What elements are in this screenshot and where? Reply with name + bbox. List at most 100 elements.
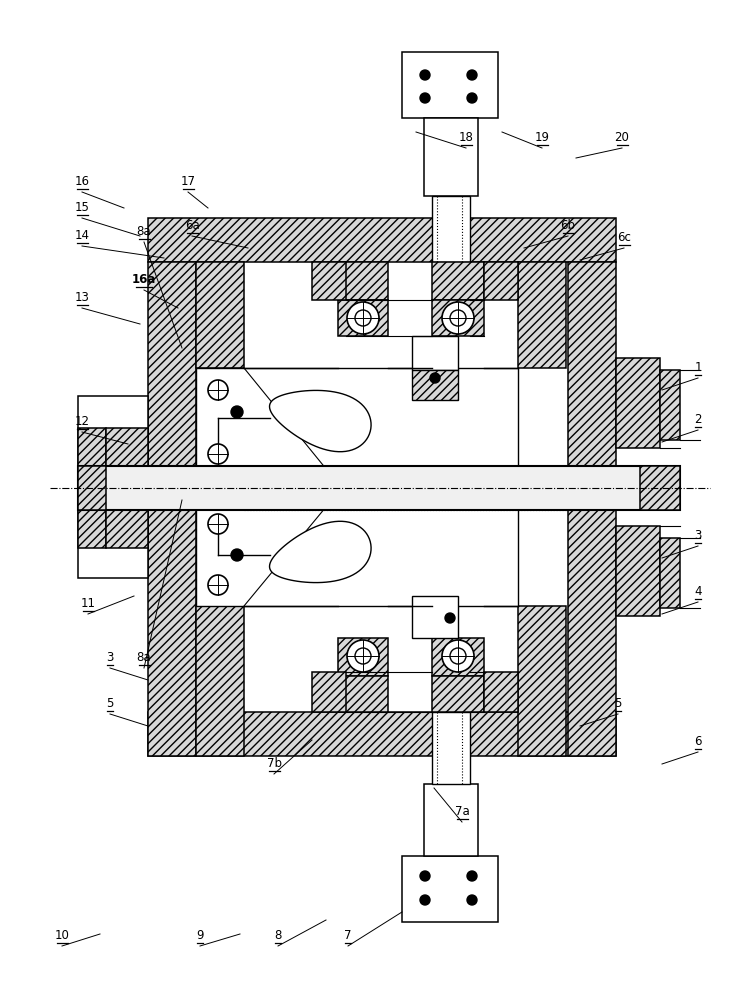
Bar — [402, 52, 498, 118]
Text: 16: 16 — [75, 175, 89, 188]
Bar — [640, 466, 680, 510]
Bar — [432, 300, 484, 336]
Bar — [148, 712, 616, 756]
Text: 15: 15 — [75, 201, 89, 214]
Bar — [402, 856, 498, 922]
Bar — [196, 606, 244, 756]
Bar — [312, 672, 346, 712]
Circle shape — [430, 373, 440, 383]
Bar — [78, 466, 680, 510]
Text: 8a: 8a — [137, 225, 151, 238]
Circle shape — [208, 514, 228, 534]
Text: 7b: 7b — [267, 757, 281, 770]
Bar — [432, 638, 484, 676]
Bar — [106, 506, 148, 548]
Bar — [432, 262, 484, 300]
Text: 1: 1 — [694, 361, 702, 374]
Circle shape — [467, 70, 477, 80]
Bar — [148, 218, 616, 262]
Text: 16a: 16a — [132, 273, 156, 286]
Text: 5: 5 — [106, 697, 114, 710]
Bar — [424, 118, 478, 196]
Bar — [412, 370, 458, 400]
Text: 6a: 6a — [185, 219, 200, 232]
Bar — [78, 428, 106, 468]
Text: 8a: 8a — [137, 651, 151, 664]
Text: 3: 3 — [694, 529, 702, 542]
Bar — [106, 428, 148, 468]
Circle shape — [467, 895, 477, 905]
Text: 7: 7 — [344, 929, 352, 942]
Text: 9: 9 — [196, 929, 204, 942]
Bar — [412, 336, 458, 370]
Bar — [518, 606, 566, 756]
Bar — [78, 466, 106, 510]
Bar — [424, 784, 478, 856]
Circle shape — [208, 444, 228, 464]
Circle shape — [420, 70, 430, 80]
Text: 19: 19 — [534, 131, 550, 144]
Bar — [338, 676, 388, 712]
Bar — [148, 262, 196, 486]
Circle shape — [442, 302, 474, 334]
Bar — [484, 672, 518, 712]
Text: 17: 17 — [181, 175, 195, 188]
Circle shape — [450, 648, 466, 664]
Circle shape — [420, 93, 430, 103]
Text: 12: 12 — [75, 415, 89, 428]
Polygon shape — [270, 521, 371, 583]
Circle shape — [450, 310, 466, 326]
Text: 5: 5 — [614, 697, 621, 710]
Text: 18: 18 — [458, 131, 474, 144]
Bar — [518, 262, 566, 368]
Bar — [196, 368, 518, 486]
Text: 6c: 6c — [617, 231, 631, 244]
Circle shape — [467, 93, 477, 103]
Bar — [312, 262, 346, 300]
Circle shape — [231, 549, 243, 561]
Circle shape — [355, 310, 371, 326]
Text: 6b: 6b — [561, 219, 575, 232]
Circle shape — [420, 895, 430, 905]
Bar — [660, 370, 680, 440]
Text: 20: 20 — [615, 131, 629, 144]
Bar — [568, 262, 616, 486]
Circle shape — [347, 640, 379, 672]
Circle shape — [231, 406, 243, 418]
Circle shape — [355, 648, 371, 664]
Text: 11: 11 — [80, 597, 96, 610]
Text: 3: 3 — [106, 651, 114, 664]
Text: 4: 4 — [694, 585, 702, 598]
Circle shape — [208, 380, 228, 400]
Bar — [78, 506, 106, 548]
Bar — [338, 300, 388, 336]
Circle shape — [467, 871, 477, 881]
Bar — [412, 596, 458, 638]
Bar — [568, 490, 616, 756]
Bar — [148, 490, 196, 756]
Circle shape — [442, 640, 474, 672]
Circle shape — [347, 302, 379, 334]
Circle shape — [420, 871, 430, 881]
Text: 8: 8 — [274, 929, 281, 942]
Bar — [196, 490, 518, 606]
Bar — [338, 262, 388, 300]
Bar — [484, 262, 518, 300]
Bar — [616, 358, 660, 448]
Text: 10: 10 — [55, 929, 69, 942]
Text: 2: 2 — [694, 413, 702, 426]
Text: 6: 6 — [694, 735, 702, 748]
Bar — [616, 526, 660, 616]
Bar — [78, 396, 148, 578]
Bar — [196, 262, 244, 368]
Bar — [432, 676, 484, 712]
Polygon shape — [270, 390, 371, 452]
Text: 14: 14 — [75, 229, 89, 242]
Text: 13: 13 — [75, 291, 89, 304]
Bar — [432, 196, 470, 262]
Circle shape — [208, 575, 228, 595]
Text: 7a: 7a — [455, 805, 469, 818]
Bar — [338, 638, 388, 676]
Circle shape — [445, 613, 455, 623]
Bar — [432, 712, 470, 784]
